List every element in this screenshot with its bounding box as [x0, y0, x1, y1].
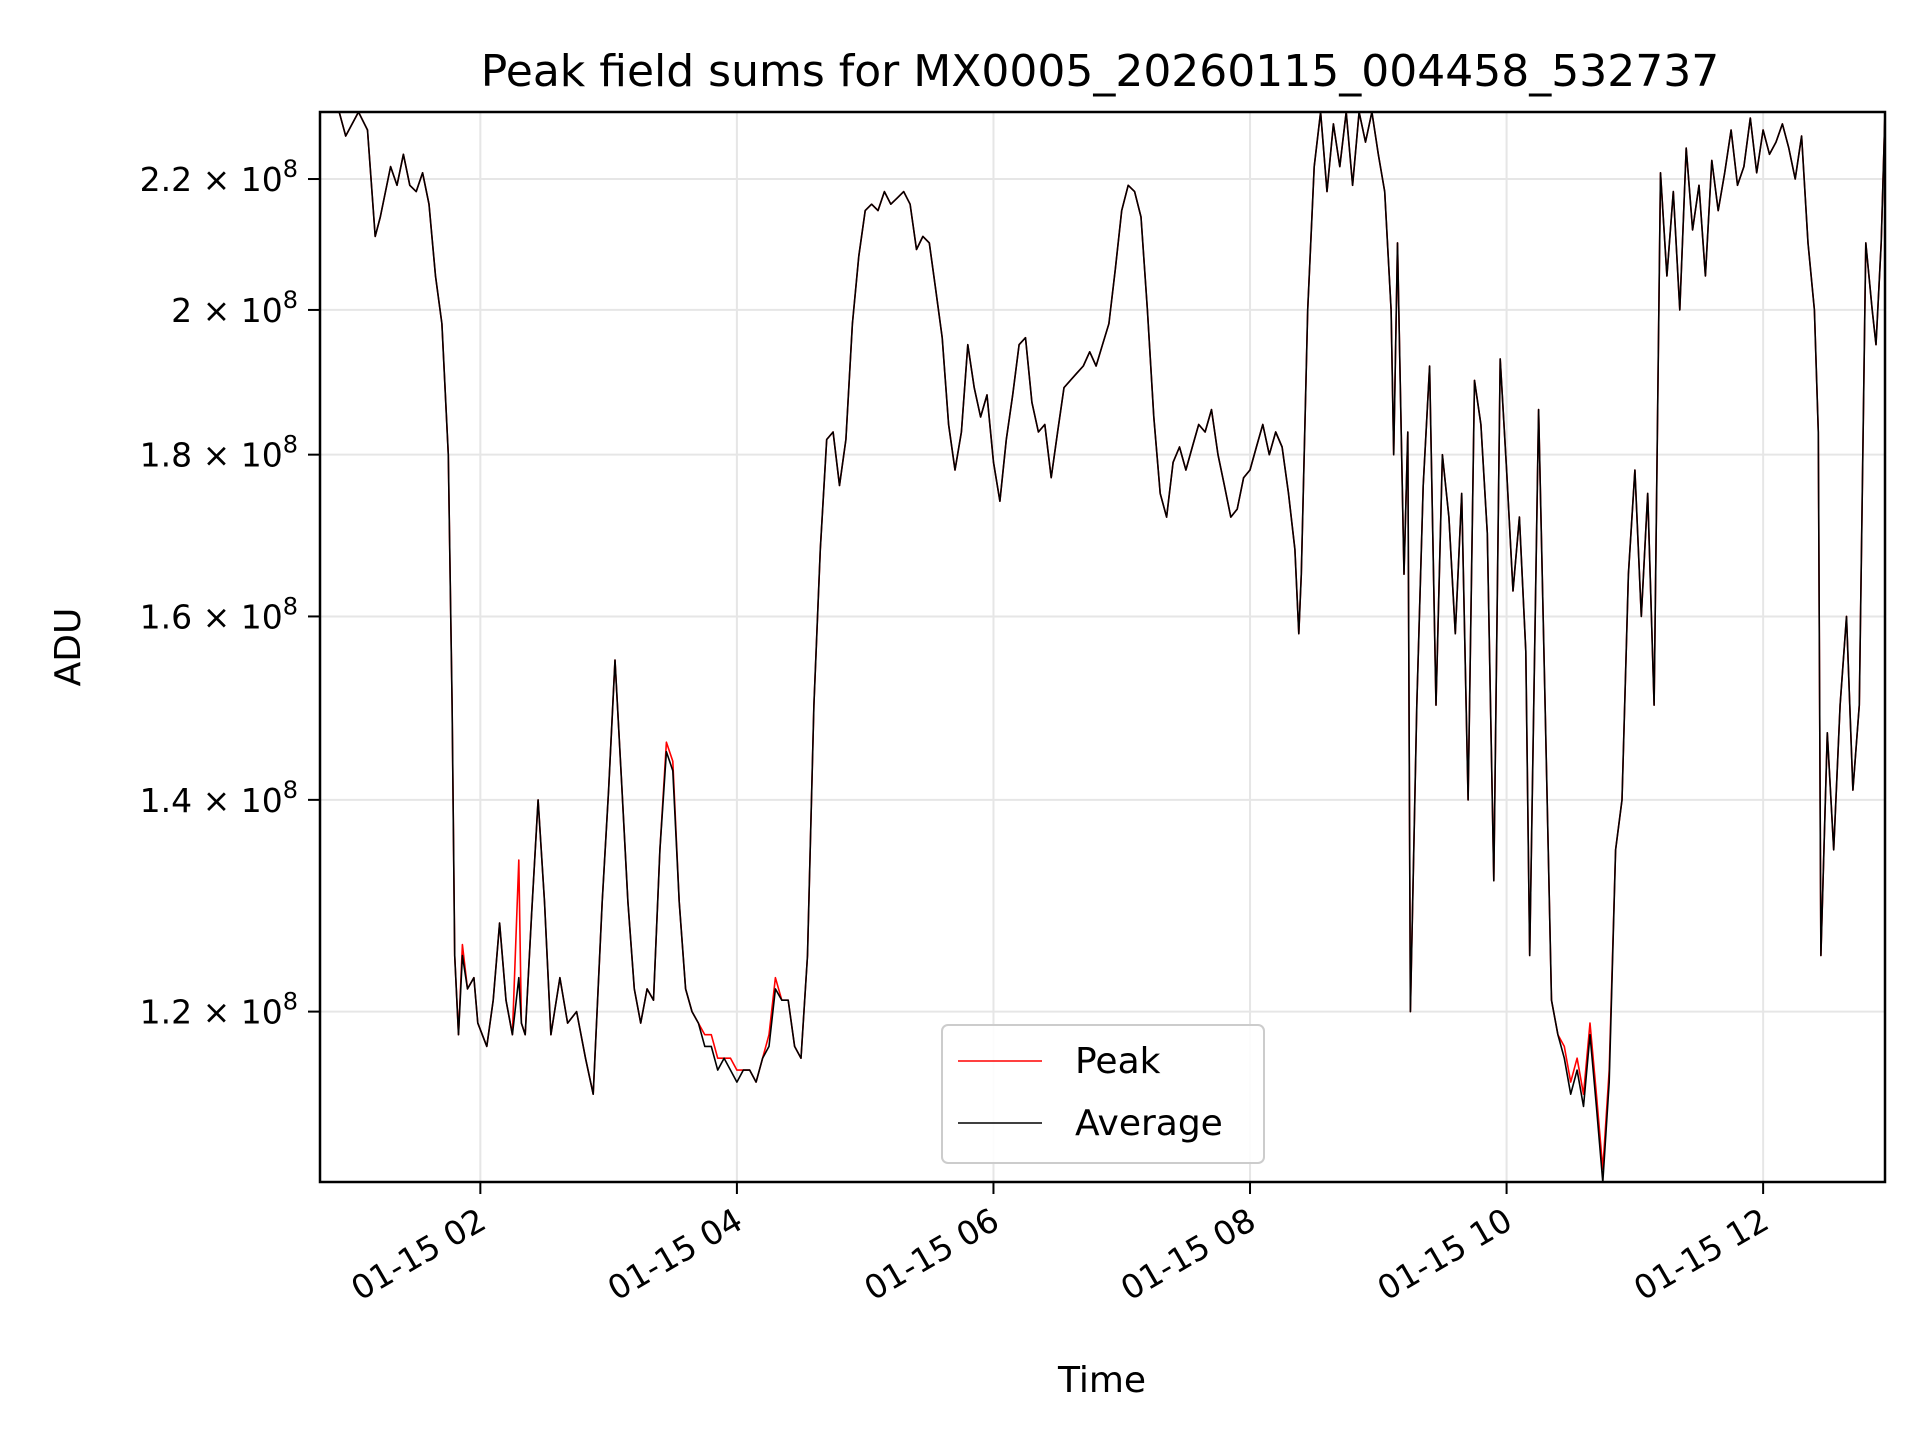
chart-title: Peak field sums for MX0005_20260115_0044… [481, 46, 1719, 97]
y-tick-label: 2.2 × 108 [140, 155, 298, 199]
y-tick-label: 1.6 × 108 [140, 592, 298, 636]
x-axis-label: Time [1057, 1360, 1146, 1401]
legend-box [941, 1024, 1265, 1164]
series-layer [320, 112, 1885, 1182]
y-tick-label: 1.2 × 108 [140, 988, 298, 1032]
y-axis: 1.2 × 108 1.4 × 108 1.6 × 108 1.8 × 108 2 × … [140, 155, 320, 1032]
series-line-average [320, 112, 1885, 1182]
y-tick-label: 1.8 × 108 [140, 431, 298, 475]
legend-label-average: Average [1075, 1103, 1223, 1144]
legend: Peak Average [941, 1024, 1265, 1164]
y-axis-label: ADU [48, 608, 89, 687]
plot-frame [318, 110, 1887, 1184]
legend-label-peak: Peak [1075, 1041, 1161, 1082]
y-tick-label: 2 × 108 [171, 286, 298, 330]
grid [320, 112, 1885, 1182]
y-tick-label: 1.4 × 108 [140, 776, 298, 820]
